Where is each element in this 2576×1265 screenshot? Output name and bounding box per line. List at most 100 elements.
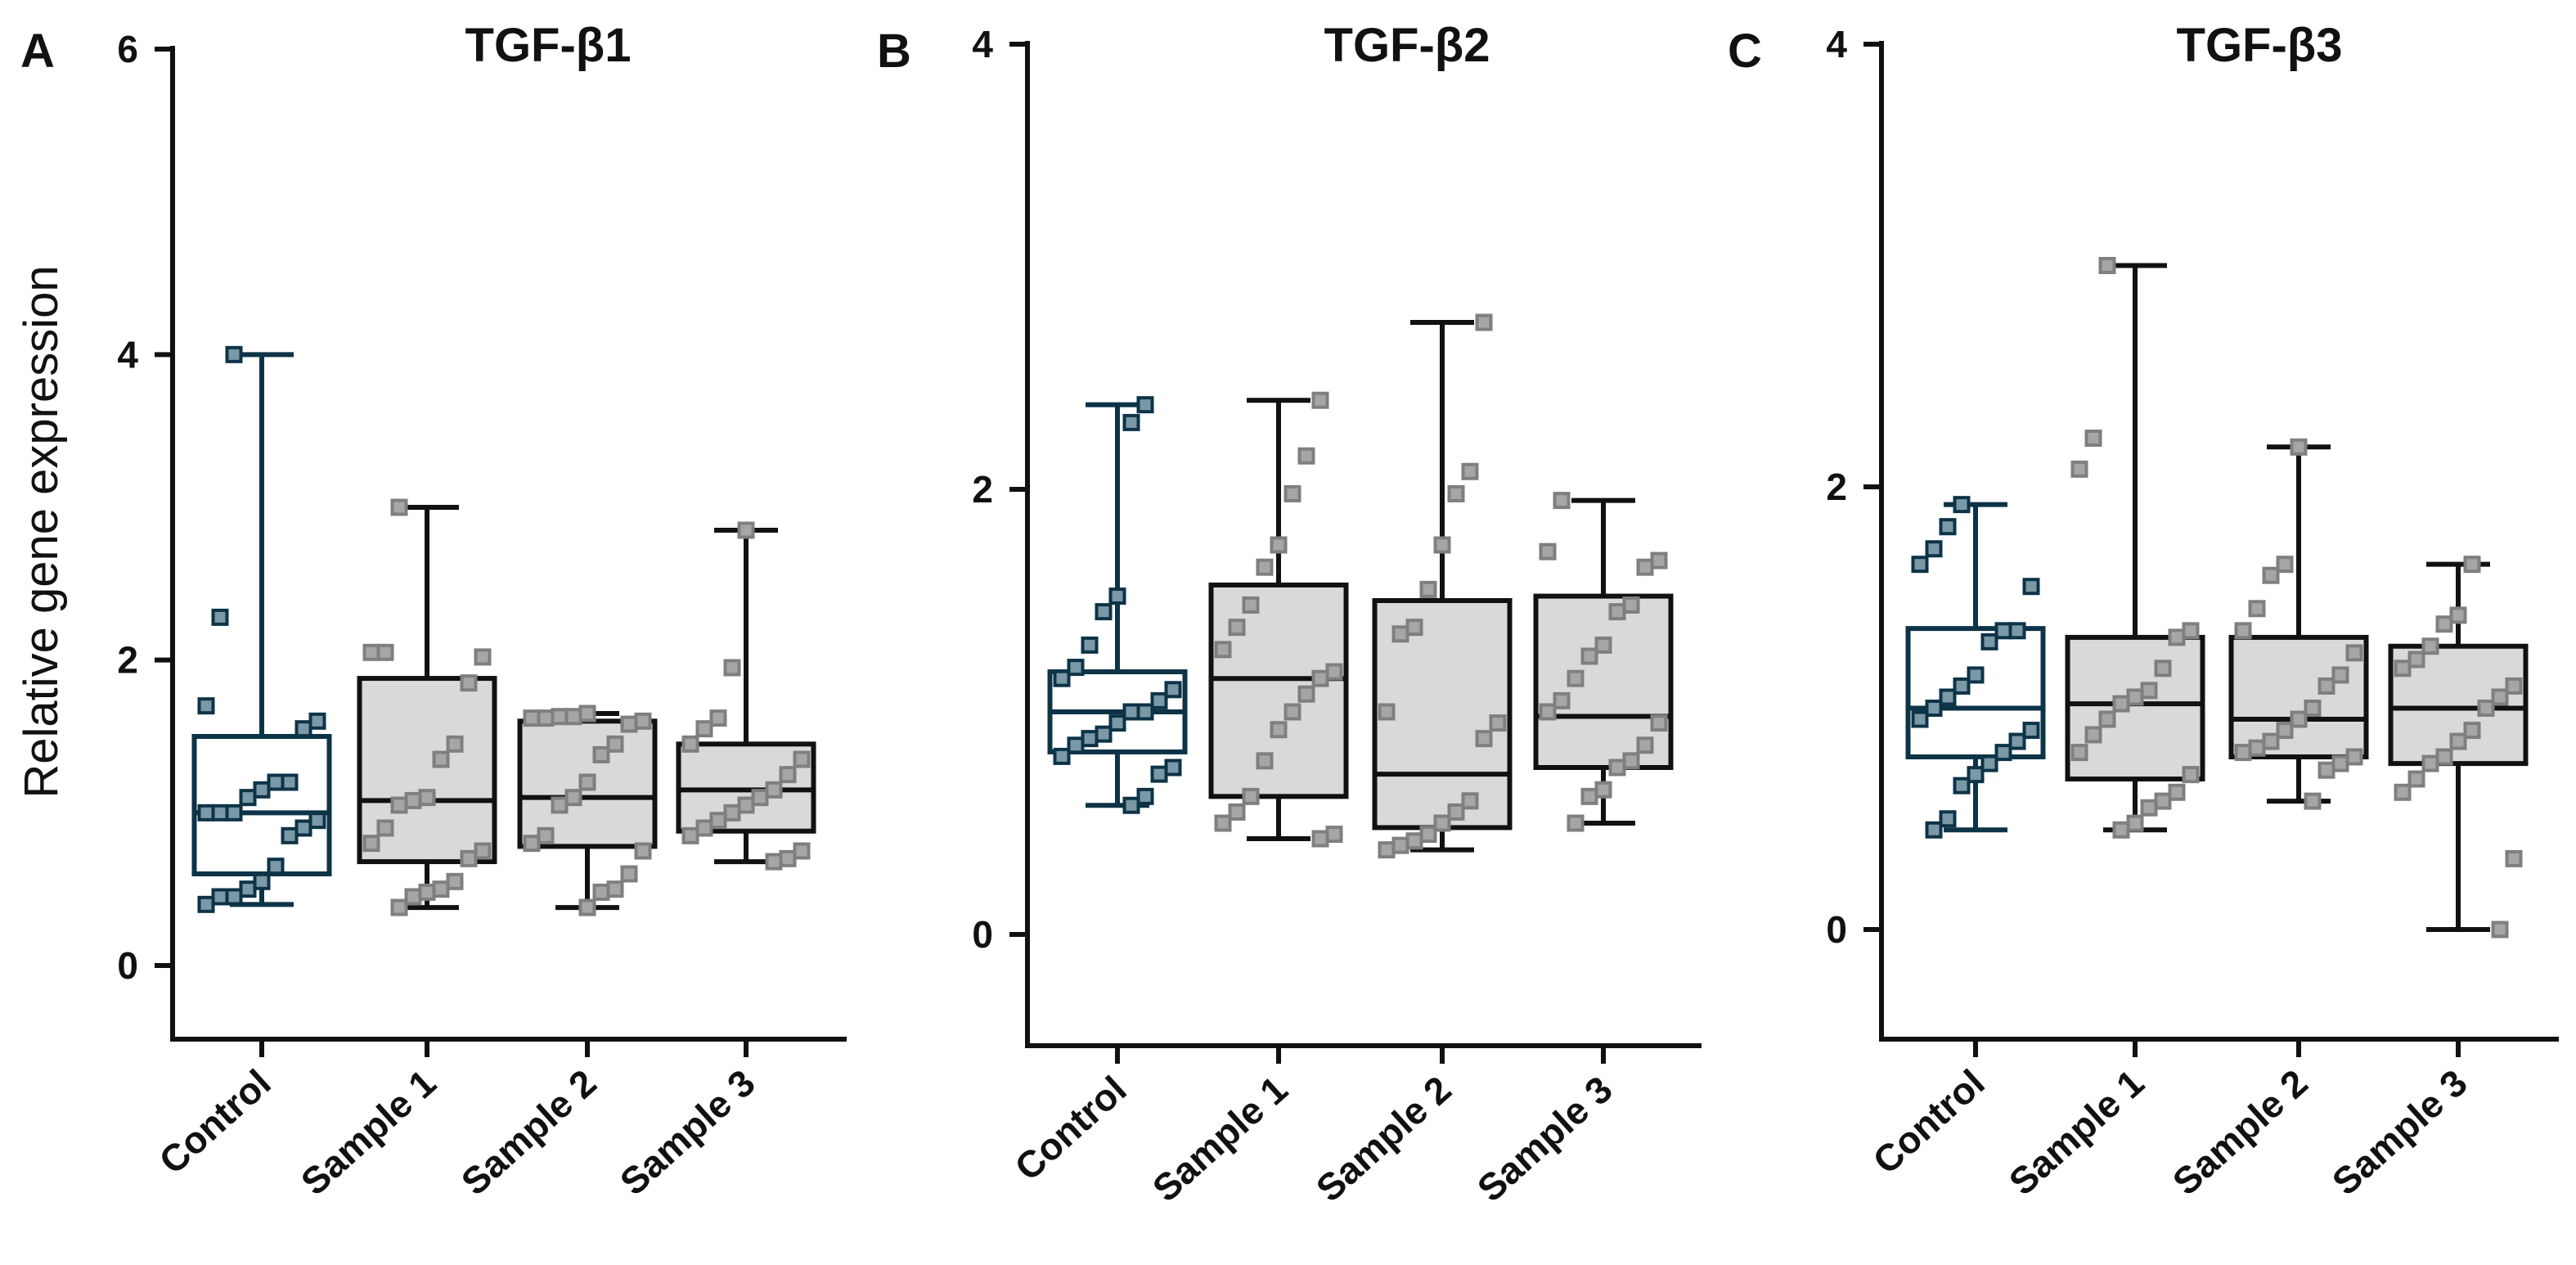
data-point <box>390 498 408 516</box>
data-point <box>1567 814 1585 832</box>
data-point <box>2168 783 2186 801</box>
y-axis-label: Relative gene expression <box>15 265 68 798</box>
data-point <box>793 842 811 860</box>
data-point <box>390 796 408 814</box>
data-point <box>2112 695 2130 713</box>
data-point <box>197 804 215 822</box>
data-point <box>2304 792 2322 810</box>
data-point <box>1311 830 1329 848</box>
data-point <box>1242 787 1260 805</box>
data-point <box>709 709 727 727</box>
data-point <box>1539 703 1557 721</box>
data-point <box>1650 551 1668 569</box>
data-point <box>1419 580 1437 598</box>
data-point <box>1461 462 1479 480</box>
data-point <box>404 888 422 906</box>
data-point <box>2345 748 2363 766</box>
data-point <box>1911 710 1929 728</box>
data-point <box>211 804 229 822</box>
data-point <box>1256 752 1274 770</box>
data-point <box>1164 759 1182 777</box>
panel-c: 0 2 4 C TGF-β3 Control Sample 1 Sample 2 Sample … <box>1728 19 2559 1204</box>
data-point <box>620 865 638 883</box>
data-point <box>1150 765 1168 783</box>
data-point <box>1391 625 1409 643</box>
panel-a: 0 2 4 6 A TGF-β1 Control Sample 1 Sample 2 Sample… <box>20 19 847 1204</box>
data-point <box>1580 647 1598 665</box>
data-point <box>1953 496 1971 514</box>
data-point <box>362 835 380 853</box>
data-point <box>1650 714 1668 732</box>
data-point <box>737 521 755 539</box>
data-point <box>1214 814 1232 832</box>
data-point <box>1636 558 1654 576</box>
data-point <box>432 880 450 898</box>
data-point <box>418 883 436 901</box>
data-point <box>1925 821 1943 839</box>
data-point <box>1270 721 1288 739</box>
box-iqr <box>2065 634 2205 782</box>
data-point <box>2290 710 2308 728</box>
data-point <box>1419 826 1437 844</box>
data-point <box>1622 596 1640 614</box>
data-point <box>523 709 541 727</box>
box-iqr <box>2228 634 2369 760</box>
data-point <box>1242 596 1260 614</box>
data-point <box>1594 781 1612 799</box>
panel-title: TGF-β2 <box>1324 19 1490 72</box>
data-point <box>1539 542 1557 560</box>
data-point <box>2435 615 2453 633</box>
data-point <box>2318 761 2335 779</box>
data-point <box>2182 622 2200 640</box>
data-point <box>1053 747 1071 765</box>
data-point <box>2407 770 2425 788</box>
data-point <box>2112 821 2130 839</box>
data-point <box>709 812 727 830</box>
data-point <box>432 750 450 768</box>
data-point <box>253 872 271 890</box>
data-point <box>751 789 769 807</box>
data-point <box>1433 814 1451 832</box>
data-point <box>211 608 229 626</box>
y-tick-label: 2 <box>972 468 993 511</box>
data-point <box>723 804 741 822</box>
data-point <box>1214 641 1232 659</box>
data-point <box>2070 744 2088 762</box>
data-point <box>2394 660 2412 678</box>
data-point <box>1270 536 1288 554</box>
x-tick-label: Sample 2 <box>1308 1068 1459 1210</box>
x-tick-label: Sample 1 <box>1144 1068 1296 1210</box>
data-point <box>267 773 285 791</box>
panel-letter: A <box>20 25 55 78</box>
data-point <box>2140 682 2158 700</box>
data-point <box>1636 736 1654 754</box>
data-point <box>1447 484 1465 502</box>
data-point <box>2394 783 2412 801</box>
data-point <box>2449 732 2467 750</box>
data-point <box>1594 636 1612 654</box>
data-point <box>2276 722 2294 740</box>
data-point <box>564 708 582 726</box>
data-point <box>1461 792 1479 810</box>
data-point <box>765 853 783 871</box>
box-sample-3: Sample 3 <box>612 521 816 1204</box>
data-point <box>1122 703 1140 721</box>
data-point <box>551 796 569 814</box>
data-point <box>1081 636 1099 654</box>
x-tick-label: Control <box>1864 1061 1992 1182</box>
data-point <box>267 858 285 876</box>
data-point <box>1608 759 1626 777</box>
data-point <box>1095 603 1113 621</box>
data-point <box>1475 730 1493 748</box>
data-point <box>2126 814 2144 832</box>
data-point <box>1939 688 1957 706</box>
data-point <box>606 880 624 898</box>
data-point <box>793 750 811 768</box>
data-point <box>2421 754 2439 772</box>
data-point <box>634 842 652 860</box>
data-point <box>578 898 596 916</box>
data-point <box>2168 628 2186 646</box>
data-point <box>765 781 783 799</box>
data-point <box>2463 556 2481 574</box>
data-point <box>474 648 492 666</box>
